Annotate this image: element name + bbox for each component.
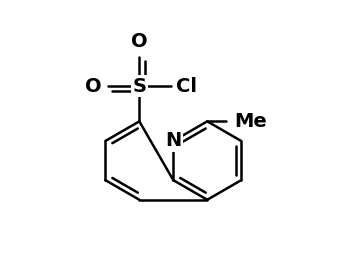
Text: O: O bbox=[131, 32, 148, 51]
Text: N: N bbox=[165, 131, 181, 150]
Text: S: S bbox=[132, 76, 146, 96]
Text: Me: Me bbox=[235, 112, 267, 131]
Text: Cl: Cl bbox=[176, 76, 197, 96]
Text: O: O bbox=[86, 76, 102, 96]
